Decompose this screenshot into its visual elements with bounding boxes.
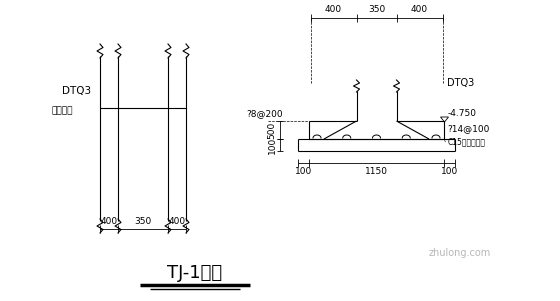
Text: zhulong.com: zhulong.com <box>429 248 491 258</box>
Text: 400: 400 <box>169 216 185 225</box>
Text: 条基地线: 条基地线 <box>52 107 73 116</box>
Text: 100: 100 <box>295 166 312 175</box>
Text: 350: 350 <box>368 5 385 14</box>
Text: ?14@100: ?14@100 <box>447 125 490 134</box>
Text: C15混凝土地层: C15混凝土地层 <box>447 138 486 147</box>
Text: 400: 400 <box>411 5 428 14</box>
Text: 1150: 1150 <box>365 166 388 175</box>
Text: ?8@200: ?8@200 <box>247 110 283 119</box>
Text: 100: 100 <box>268 136 277 154</box>
Text: DTQ3: DTQ3 <box>62 86 91 96</box>
Text: 100: 100 <box>441 166 458 175</box>
Text: 500: 500 <box>268 121 277 139</box>
Text: 400: 400 <box>100 216 118 225</box>
Text: -4.750: -4.750 <box>447 110 477 119</box>
Text: TJ-1大样: TJ-1大样 <box>167 264 222 282</box>
Text: DTQ3: DTQ3 <box>447 78 475 88</box>
Text: 400: 400 <box>325 5 342 14</box>
Text: 350: 350 <box>134 216 152 225</box>
